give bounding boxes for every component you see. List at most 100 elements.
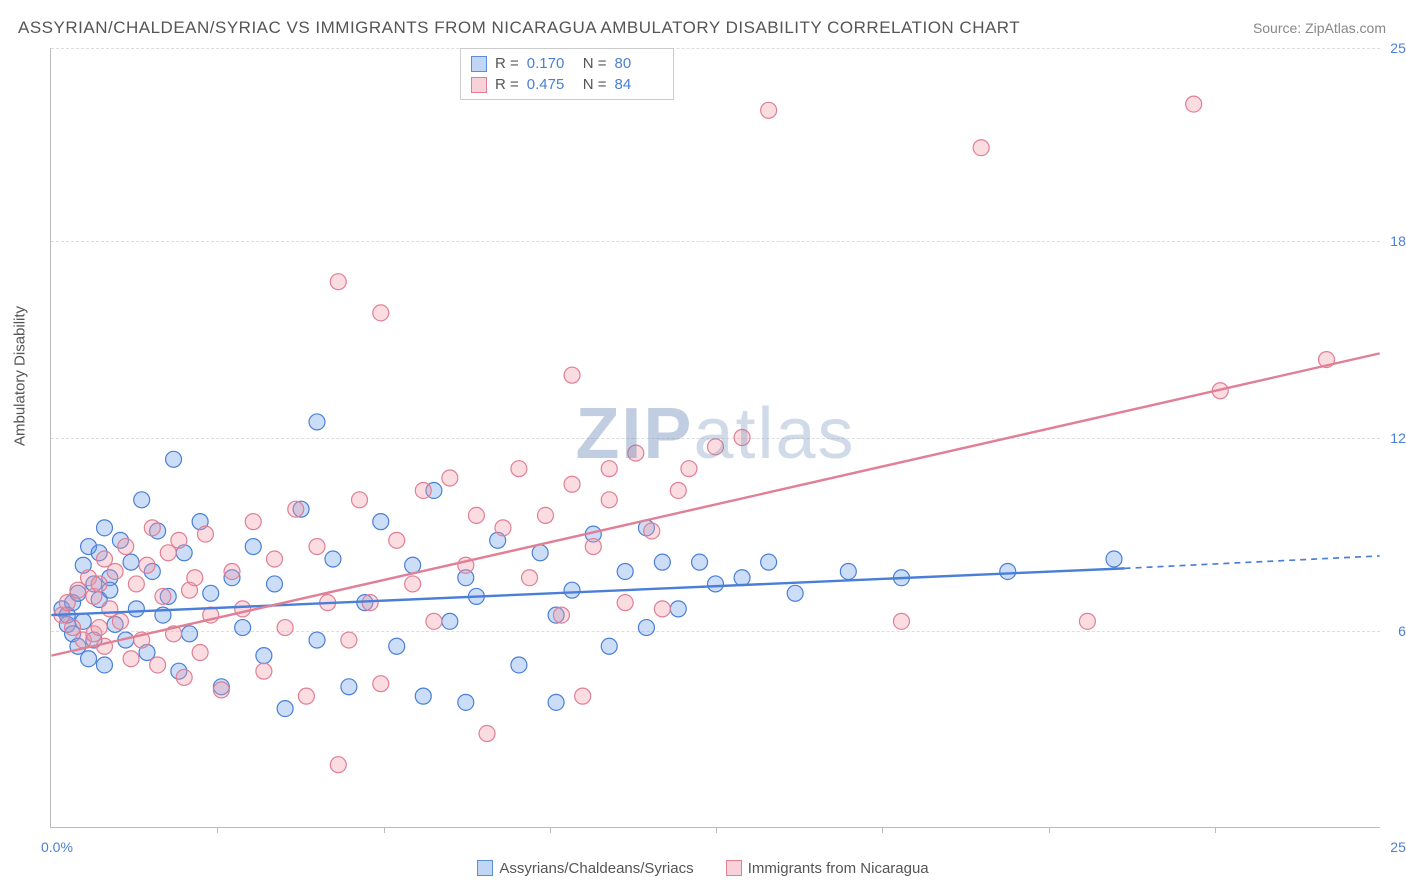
x-tick [1049, 827, 1050, 833]
x-tick [1215, 827, 1216, 833]
n-label: N = [583, 76, 607, 93]
data-point-assyrians [277, 701, 293, 717]
data-point-assyrians [601, 638, 617, 654]
data-point-assyrians [182, 626, 198, 642]
source-attribution: Source: ZipAtlas.com [1253, 20, 1386, 36]
data-point-nicaragua [522, 570, 538, 586]
data-point-nicaragua [585, 539, 601, 555]
x-tick [384, 827, 385, 833]
data-point-nicaragua [1186, 96, 1202, 112]
data-point-nicaragua [213, 682, 229, 698]
data-point-nicaragua [256, 663, 272, 679]
data-point-nicaragua [537, 507, 553, 523]
data-point-nicaragua [197, 526, 213, 542]
data-point-nicaragua [708, 439, 724, 455]
data-point-nicaragua [373, 676, 389, 692]
y-tick-label: 6.3% [1385, 623, 1406, 639]
data-point-assyrians [564, 582, 580, 598]
data-point-assyrians [548, 694, 564, 710]
data-point-nicaragua [415, 482, 431, 498]
data-point-nicaragua [107, 563, 123, 579]
data-point-nicaragua [601, 461, 617, 477]
swatch-blue-icon [471, 56, 487, 72]
data-point-nicaragua [245, 514, 261, 530]
data-point-nicaragua [426, 613, 442, 629]
x-tick [882, 827, 883, 833]
swatch-pink-icon [471, 77, 487, 93]
data-point-nicaragua [628, 445, 644, 461]
data-point-nicaragua [405, 576, 421, 592]
data-point-nicaragua [564, 367, 580, 383]
data-point-assyrians [458, 694, 474, 710]
data-point-nicaragua [373, 305, 389, 321]
x-tick [550, 827, 551, 833]
r-label: R = [495, 76, 519, 93]
x-axis-min-label: 0.0% [41, 839, 73, 855]
chart-title: ASSYRIAN/CHALDEAN/SYRIAC VS IMMIGRANTS F… [18, 18, 1020, 38]
data-point-nicaragua [893, 613, 909, 629]
data-point-assyrians [415, 688, 431, 704]
data-point-nicaragua [96, 638, 112, 654]
data-point-nicaragua [973, 140, 989, 156]
data-point-assyrians [670, 601, 686, 617]
data-point-nicaragua [277, 620, 293, 636]
data-point-nicaragua [761, 102, 777, 118]
r-value-nicaragua: 0.475 [527, 76, 575, 93]
data-point-nicaragua [187, 570, 203, 586]
data-point-nicaragua [224, 563, 240, 579]
data-point-nicaragua [123, 651, 139, 667]
data-point-nicaragua [112, 613, 128, 629]
data-point-assyrians [325, 551, 341, 567]
data-point-assyrians [692, 554, 708, 570]
n-value-assyrians: 80 [615, 55, 663, 72]
data-point-assyrians [654, 554, 670, 570]
data-point-nicaragua [479, 726, 495, 742]
data-point-assyrians [787, 585, 803, 601]
data-point-nicaragua [617, 595, 633, 611]
legend-row-nicaragua: R = 0.475 N = 84 [471, 74, 663, 95]
r-label: R = [495, 55, 519, 72]
data-point-nicaragua [564, 476, 580, 492]
data-point-nicaragua [511, 461, 527, 477]
legend-item-assyrians: Assyrians/Chaldeans/Syriacs [477, 860, 693, 877]
x-axis-max-label: 25.0% [1390, 839, 1406, 855]
data-point-nicaragua [341, 632, 357, 648]
legend-label-assyrians: Assyrians/Chaldeans/Syriacs [499, 860, 693, 877]
data-point-assyrians [442, 613, 458, 629]
data-point-nicaragua [442, 470, 458, 486]
data-point-assyrians [341, 679, 357, 695]
y-tick-label: 12.5% [1385, 430, 1406, 446]
data-point-nicaragua [575, 688, 591, 704]
data-point-nicaragua [330, 274, 346, 290]
data-point-assyrians [511, 657, 527, 673]
scatter-svg [51, 48, 1380, 827]
data-point-nicaragua [330, 757, 346, 773]
data-point-assyrians [203, 585, 219, 601]
data-point-nicaragua [150, 657, 166, 673]
data-point-assyrians [245, 539, 261, 555]
data-point-nicaragua [91, 620, 107, 636]
data-point-assyrians [405, 557, 421, 573]
correlation-legend: R = 0.170 N = 80 R = 0.475 N = 84 [460, 48, 674, 100]
data-point-nicaragua [144, 520, 160, 536]
data-point-assyrians [1000, 563, 1016, 579]
data-point-nicaragua [155, 588, 171, 604]
data-point-assyrians [309, 414, 325, 430]
data-point-assyrians [235, 620, 251, 636]
data-point-assyrians [761, 554, 777, 570]
data-point-nicaragua [118, 539, 134, 555]
data-point-nicaragua [644, 523, 660, 539]
data-point-assyrians [256, 648, 272, 664]
r-value-assyrians: 0.170 [527, 55, 575, 72]
data-point-nicaragua [495, 520, 511, 536]
data-point-assyrians [617, 563, 633, 579]
data-point-assyrians [389, 638, 405, 654]
data-point-nicaragua [670, 482, 686, 498]
n-label: N = [583, 55, 607, 72]
data-point-assyrians [309, 632, 325, 648]
data-point-assyrians [532, 545, 548, 561]
data-point-nicaragua [176, 669, 192, 685]
data-point-nicaragua [298, 688, 314, 704]
data-point-nicaragua [1079, 613, 1095, 629]
data-point-assyrians [128, 601, 144, 617]
